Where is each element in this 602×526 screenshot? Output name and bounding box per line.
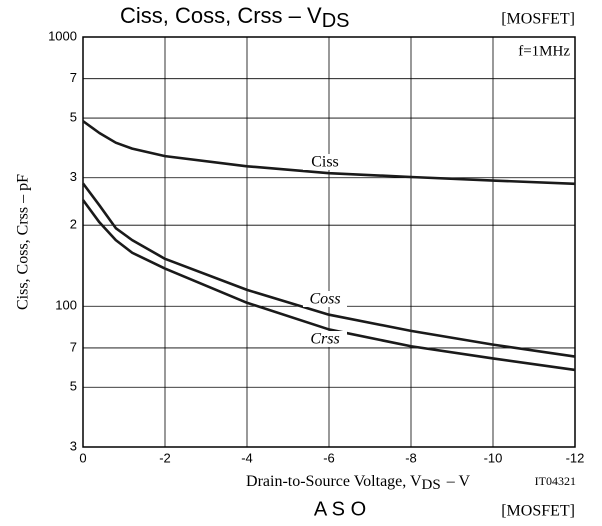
x-tick-label: -10 — [484, 450, 503, 465]
y-tick-label: 5 — [70, 379, 77, 394]
next-tag: [MOSFET] — [501, 503, 575, 520]
title-subscript: DS — [322, 10, 350, 32]
title-main: Ciss, Coss, Crss – V — [120, 3, 322, 28]
series-label: Coss — [309, 291, 340, 308]
y-tick-label: 2 — [70, 217, 77, 232]
next-title: A S O — [314, 498, 366, 520]
y-tick-label: 1000 — [48, 28, 77, 43]
x-label-subscript: DS — [422, 477, 441, 493]
figure-id: IT04321 — [535, 474, 576, 488]
chart-tag: [MOSFET] — [501, 11, 575, 28]
y-tick-label: 100 — [55, 298, 77, 313]
y-tick-label: 7 — [70, 70, 77, 85]
x-axis-label: Drain-to-Source Voltage, VDS – V — [246, 473, 470, 494]
series-line — [82, 120, 576, 186]
y-tick-label: 5 — [70, 109, 77, 124]
x-tick-label: -12 — [566, 450, 585, 465]
x-tick-label: 0 — [79, 450, 86, 465]
series-label-bg — [303, 154, 347, 170]
series-line — [81, 199, 576, 372]
series-label: Crss — [310, 331, 339, 348]
x-tick-label: -8 — [405, 450, 417, 465]
x-tick-label: -2 — [159, 450, 171, 465]
series-label-bg — [303, 291, 347, 307]
chart-title: Ciss, Coss, Crss – VDS — [120, 3, 350, 32]
annotation: f=1MHz — [518, 43, 570, 59]
x-label-suffix: – V — [446, 473, 471, 490]
x-tick-label: -4 — [241, 450, 253, 465]
plot-frame — [82, 36, 576, 448]
y-tick-label: 3 — [70, 438, 77, 453]
x-label-main: Drain-to-Source Voltage, V — [246, 473, 422, 490]
y-tick-label: 3 — [70, 169, 77, 184]
series-label: Ciss — [311, 154, 339, 171]
y-tick-label: 7 — [70, 339, 77, 354]
series-label-bg — [303, 331, 347, 347]
y-axis-label: Ciss, Coss, Crss – pF — [15, 174, 32, 310]
series-line — [81, 182, 576, 358]
x-tick-label: -6 — [323, 450, 335, 465]
